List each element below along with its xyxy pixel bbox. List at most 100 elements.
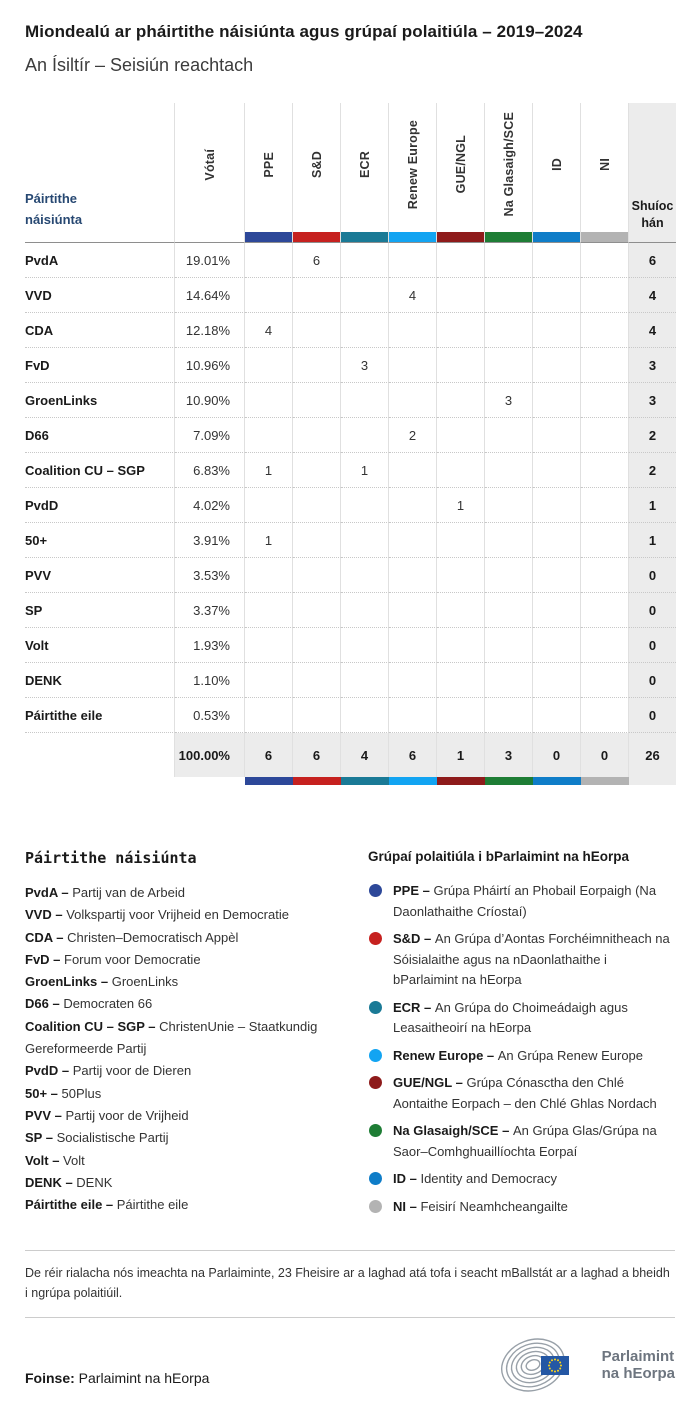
party-legend-abbr: DENK – bbox=[25, 1174, 77, 1190]
group-seats-cell bbox=[437, 313, 485, 348]
party-legend-item: PvdD – Partij voor de Dieren bbox=[25, 1063, 192, 1079]
group-seats-cell bbox=[341, 488, 389, 523]
seats-total: 3 bbox=[629, 348, 676, 383]
party-name: Coalition CU – SGP bbox=[25, 453, 175, 488]
group-seats-cell bbox=[533, 663, 581, 698]
group-legend-abbr: PPE – bbox=[393, 883, 434, 898]
group-seats-cell bbox=[581, 243, 629, 278]
group-color-swatch bbox=[341, 232, 388, 242]
group-seats-cell bbox=[293, 278, 341, 313]
seats-total: 2 bbox=[629, 418, 676, 453]
group-seats-cell bbox=[485, 313, 533, 348]
group-seats-cell bbox=[581, 558, 629, 593]
votes-percent: 12.18% bbox=[175, 313, 245, 348]
seats-column-header-label: Shuíochán bbox=[631, 199, 674, 230]
party-legend-abbr: GroenLinks – bbox=[25, 974, 112, 990]
votes-percent: 7.09% bbox=[175, 418, 245, 453]
group-seats-cell: 1 bbox=[245, 453, 293, 488]
party-legend-item: GroenLinks – GroenLinks bbox=[25, 974, 179, 990]
total-group-seats-cell: 4 bbox=[341, 733, 389, 777]
source-label: Foinse: bbox=[25, 1370, 75, 1386]
seats-total: 1 bbox=[629, 523, 676, 558]
party-legend-abbr: PVV – bbox=[25, 1107, 66, 1123]
votes-percent: 14.64% bbox=[175, 278, 245, 313]
group-legend-item: ECR – An Grúpa do Choimeádaigh agus Leas… bbox=[368, 998, 675, 1039]
group-seats-cell: 1 bbox=[341, 453, 389, 488]
group-seats-cell bbox=[389, 663, 437, 698]
group-legend-item: S&D – An Grúpa d’Aontas Forchéimnitheach… bbox=[368, 929, 675, 991]
footer-divider-top bbox=[25, 1250, 675, 1251]
group-seats-cell bbox=[485, 628, 533, 663]
group-column-header-8: NI bbox=[581, 103, 629, 243]
seats-total: 1 bbox=[629, 488, 676, 523]
group-seats-cell bbox=[245, 558, 293, 593]
group-color-bar bbox=[293, 777, 341, 785]
group-seats-cell bbox=[437, 243, 485, 278]
group-seats-cell bbox=[485, 488, 533, 523]
seats-total: 0 bbox=[629, 593, 676, 628]
party-legend-item: VVD – Volkspartij voor Vrijheid en Democ… bbox=[25, 907, 289, 923]
party-legend-abbr: PvdD – bbox=[25, 1063, 73, 1079]
group-seats-cell bbox=[437, 523, 485, 558]
group-color-dot bbox=[369, 932, 382, 945]
group-seats-cell bbox=[533, 243, 581, 278]
group-seats-cell bbox=[533, 313, 581, 348]
group-seats-cell bbox=[437, 418, 485, 453]
group-color-bar bbox=[389, 777, 437, 785]
group-legend-abbr: S&D – bbox=[393, 931, 435, 946]
group-color-dot bbox=[369, 1199, 382, 1213]
group-seats-cell bbox=[485, 698, 533, 733]
national-parties-legend: Páirtithe náisiúnta PvdA – Partij van de… bbox=[25, 849, 360, 1224]
source-line: Foinse: Parlaimint na hEorpa bbox=[25, 1370, 209, 1392]
group-legend-text: S&D – An Grúpa d’Aontas Forchéimnitheach… bbox=[393, 931, 670, 987]
party-name: PvdD bbox=[25, 488, 175, 523]
group-color-dot bbox=[369, 1076, 382, 1089]
group-color-swatch bbox=[293, 232, 340, 242]
party-legend-item: Coalition CU – SGP – ChristenUnie – Staa… bbox=[25, 1018, 318, 1057]
group-seats-cell bbox=[293, 418, 341, 453]
seats-column-header: Shuíochán bbox=[629, 103, 676, 243]
seats-total: 3 bbox=[629, 383, 676, 418]
seats-total: 6 bbox=[629, 243, 676, 278]
group-seats-cell bbox=[533, 488, 581, 523]
ep-hemicycle-icon bbox=[500, 1338, 569, 1392]
group-column-header-1: PPE bbox=[245, 103, 293, 243]
party-legend-item: FvD – Forum voor Democratie bbox=[25, 951, 201, 967]
group-seats-cell bbox=[341, 663, 389, 698]
ep-logo-text-line2: na hEorpa bbox=[601, 1365, 675, 1382]
group-seats-cell bbox=[485, 663, 533, 698]
group-color-bar bbox=[485, 777, 533, 785]
group-seats-cell bbox=[485, 523, 533, 558]
footer-divider-bottom bbox=[25, 1317, 675, 1318]
group-seats-cell bbox=[293, 663, 341, 698]
group-seats-cell bbox=[389, 698, 437, 733]
party-name: VVD bbox=[25, 278, 175, 313]
party-legend-abbr: 50+ – bbox=[25, 1085, 62, 1101]
group-legend-abbr: ID – bbox=[393, 1171, 421, 1186]
group-seats-cell bbox=[341, 383, 389, 418]
group-color-dot bbox=[369, 884, 382, 897]
total-group-seats-cell: 3 bbox=[485, 733, 533, 777]
group-seats-cell bbox=[293, 313, 341, 348]
group-seats-cell bbox=[293, 593, 341, 628]
group-column-header-label: GUE/NGL bbox=[453, 135, 468, 194]
group-seats-cell bbox=[245, 593, 293, 628]
group-seats-cell bbox=[581, 593, 629, 628]
group-seats-cell bbox=[341, 243, 389, 278]
group-column-header-label: ID bbox=[549, 158, 564, 171]
group-seats-cell bbox=[245, 488, 293, 523]
total-row-spacer bbox=[25, 733, 175, 777]
group-seats-cell bbox=[581, 523, 629, 558]
group-color-bar bbox=[245, 777, 293, 785]
group-seats-cell bbox=[293, 453, 341, 488]
group-seats-cell bbox=[437, 348, 485, 383]
group-seats-cell bbox=[485, 278, 533, 313]
total-group-seats-cell: 6 bbox=[245, 733, 293, 777]
group-seats-cell bbox=[389, 628, 437, 663]
votes-percent: 10.96% bbox=[175, 348, 245, 383]
seats-total: 4 bbox=[629, 278, 676, 313]
party-name: FvD bbox=[25, 348, 175, 383]
group-color-swatch bbox=[437, 232, 484, 242]
footer-note: De réir rialacha nós imeachta na Parlaim… bbox=[25, 1266, 670, 1300]
group-seats-cell bbox=[389, 348, 437, 383]
